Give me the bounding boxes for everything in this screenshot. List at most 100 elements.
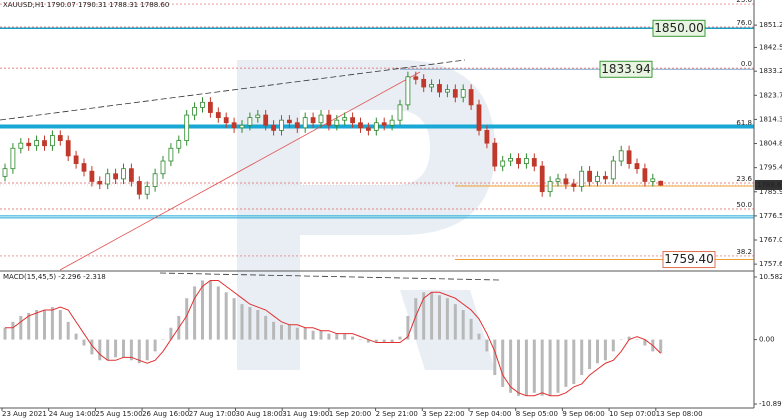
- macd-bar: [461, 310, 465, 340]
- macd-bar: [327, 333, 331, 340]
- x-tick-label: 25 Aug 15:00: [95, 410, 142, 418]
- x-tick-label: 23 Aug 2021: [2, 410, 47, 418]
- y-tick-label: 1823.75: [759, 91, 782, 99]
- candle-body: [373, 122, 379, 131]
- y-tick-label: 1833.20: [759, 67, 782, 75]
- candle-body: [215, 112, 221, 119]
- macd-bar: [82, 339, 86, 346]
- candle-body: [500, 160, 506, 167]
- fib-label: 76.0: [736, 19, 752, 27]
- current-price-box: [755, 180, 782, 191]
- macd-bar: [193, 286, 197, 340]
- macd-bar: [145, 339, 149, 361]
- candle-body: [105, 173, 111, 185]
- macd-bar: [43, 310, 46, 340]
- macd-bar: [406, 315, 410, 340]
- trend-line: [159, 272, 501, 281]
- x-tick-label: 3 Sep 22:00: [422, 410, 464, 418]
- candle-body: [42, 140, 47, 147]
- macd-bar: [635, 339, 639, 341]
- candle-body: [121, 168, 126, 180]
- macd-bar: [201, 280, 204, 340]
- y-tick-label: 1842.50: [759, 43, 782, 51]
- candle-body: [160, 160, 166, 175]
- candle-body: [421, 78, 427, 88]
- candle-body: [113, 173, 118, 180]
- y-tick-label: 1851.25: [759, 21, 782, 29]
- candle-body: [310, 117, 316, 124]
- candle-body: [89, 170, 95, 182]
- candle-body: [279, 119, 284, 131]
- y-tick-label: 1767.05: [759, 236, 782, 244]
- macd-bar: [311, 330, 315, 340]
- macd-bar: [224, 292, 228, 340]
- macd-bar: [58, 310, 62, 340]
- candle-body: [286, 119, 292, 124]
- macd-bar: [343, 333, 347, 340]
- macd-bar: [398, 336, 402, 340]
- macd-bar: [185, 298, 189, 340]
- candle-body: [634, 163, 640, 170]
- candle-body: [365, 127, 371, 131]
- macd-bar: [98, 339, 102, 361]
- macd-bar: [564, 339, 568, 387]
- macd-bar: [524, 339, 528, 396]
- watermark: [237, 60, 495, 370]
- macd-bar: [90, 339, 94, 355]
- fib-label: 38.2: [736, 248, 752, 256]
- candle-body: [516, 158, 521, 164]
- x-tick-label: 30 Aug 18:00: [236, 410, 283, 418]
- candle-body: [531, 158, 537, 167]
- macd-bar: [390, 339, 394, 343]
- macd-bar: [122, 339, 125, 358]
- macd-bar: [659, 339, 663, 354]
- candle-body: [508, 158, 514, 162]
- candle-body: [192, 107, 198, 116]
- candle-body: [547, 181, 553, 193]
- candle-body: [389, 119, 395, 126]
- candle-body: [73, 155, 79, 164]
- candle-body: [429, 84, 435, 88]
- macd-bar: [216, 286, 220, 340]
- macd-bar: [359, 339, 362, 341]
- y-tick-label: 1776.50: [759, 212, 782, 220]
- candle-body: [334, 119, 340, 126]
- macd-title: MACD(15,45,5) -2.296 -2.318: [3, 273, 106, 281]
- macd-bar: [256, 310, 260, 340]
- y-tick-label: 1757.60: [759, 260, 782, 268]
- candle-body: [626, 150, 632, 164]
- fib-label: 50.0: [736, 201, 752, 209]
- candle-body: [128, 168, 134, 182]
- candle-body: [26, 142, 32, 147]
- candle-body: [271, 124, 277, 131]
- candle-body: [18, 142, 24, 149]
- macd-bar: [19, 315, 23, 340]
- x-tick-label: 10 Sep 07:00: [609, 410, 656, 418]
- macd-bar: [50, 307, 54, 340]
- macd-bar: [129, 339, 133, 361]
- macd-bar: [161, 339, 165, 341]
- macd-bar: [264, 315, 268, 340]
- candle-body: [342, 117, 348, 121]
- x-tick-label: 9 Sep 06:00: [562, 410, 604, 418]
- candle-body: [603, 175, 608, 180]
- macd-bar: [430, 292, 434, 340]
- candle-body: [381, 122, 387, 126]
- candle-body: [326, 114, 332, 126]
- y-tick-label: 1804.85: [759, 140, 782, 148]
- candle-body: [207, 101, 213, 113]
- candle-body: [184, 114, 190, 141]
- macd-bar: [445, 298, 449, 340]
- candle-body: [50, 135, 55, 147]
- candle-body: [294, 122, 300, 129]
- macd-bar: [3, 327, 7, 340]
- candle-body: [57, 135, 63, 141]
- candle-body: [492, 142, 498, 167]
- y-tick-label: 10.582: [759, 273, 782, 281]
- candle-body: [10, 147, 16, 170]
- candle-body: [97, 181, 103, 185]
- macd-signal: [5, 279, 662, 397]
- macd-bar: [248, 307, 252, 340]
